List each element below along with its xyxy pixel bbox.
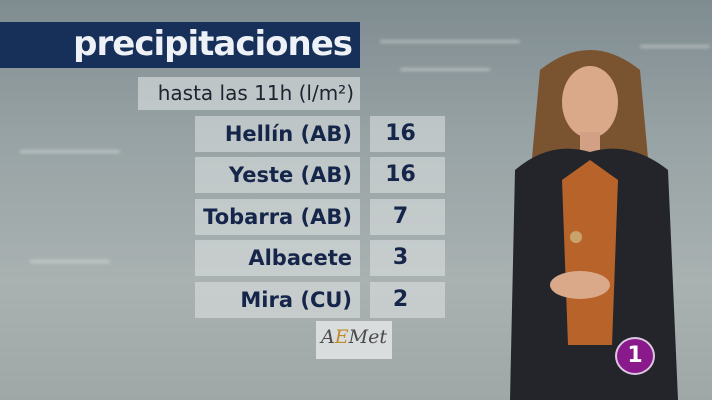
- table-row: Yeste (AB) 16: [0, 157, 445, 193]
- precip-value: 16: [370, 157, 445, 193]
- background-streak: [20, 150, 120, 153]
- precip-value: 16: [370, 116, 445, 152]
- place-label: Tobarra (AB): [195, 199, 360, 235]
- title-bar: precipitaciones: [0, 22, 360, 68]
- presenter-face: [562, 66, 618, 138]
- background-streak: [30, 260, 110, 263]
- table-row: Mira (CU) 2: [0, 282, 445, 318]
- place-label: Albacete: [195, 240, 360, 276]
- background-streak: [380, 40, 520, 43]
- table-row: Tobarra (AB) 7: [0, 199, 445, 235]
- presenter: [510, 50, 678, 400]
- aemet-logo: AEMet: [316, 321, 392, 359]
- background-streak: [400, 68, 490, 71]
- table-row: Hellín (AB) 16: [0, 116, 445, 152]
- precip-value: 3: [370, 240, 445, 276]
- graphic-title: precipitaciones: [73, 24, 353, 64]
- channel-logo: 1: [615, 337, 655, 375]
- background-streak: [640, 45, 710, 48]
- precip-value: 2: [370, 282, 445, 318]
- graphic-subtitle: hasta las 11h (l/m²): [138, 77, 360, 110]
- precip-value: 7: [370, 199, 445, 235]
- presenter-top: [562, 160, 618, 345]
- table-row: Albacete 3: [0, 240, 445, 276]
- place-label: Hellín (AB): [195, 116, 360, 152]
- place-label: Mira (CU): [195, 282, 360, 318]
- place-label: Yeste (AB): [195, 157, 360, 193]
